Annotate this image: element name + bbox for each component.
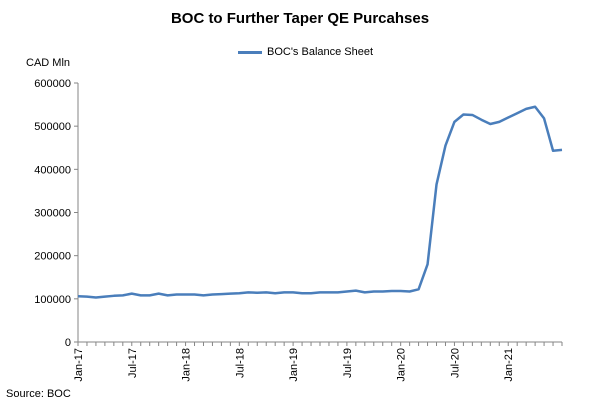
source-note: Source: BOC [6,388,71,400]
legend: BOC's Balance Sheet [238,44,373,60]
y-ticks: 0 100000 200000 300000 400000 500000 600000 [34,78,78,349]
chart-title: BOC to Further Taper QE Purcahses [170,10,430,27]
y-tick-label: 0 [65,337,71,349]
legend-swatch [238,50,262,54]
x-tick-label: Jul-18 [234,348,246,378]
y-tick-label: 600000 [34,78,71,90]
y-axis-label: CAD Mln [26,57,71,69]
y-tick-label: 200000 [34,251,71,263]
x-tick-label: Jan-21 [503,348,515,382]
series-layer [77,105,563,299]
y-tick-label: 500000 [34,121,71,133]
x-ticks: Jan-17 Jul-17 Jan-18 Jul-18 Jan-19 Jul-19 Jan-… [73,342,563,382]
y-tick-label: 300000 [34,208,71,220]
x-tick-label: Jul-17 [127,348,139,378]
x-tick-label: Jan-18 [181,348,193,382]
x-tick-label: Jul-20 [449,348,461,378]
x-tick-label: Jan-20 [396,348,408,382]
x-tick-label: Jan-17 [73,348,85,382]
x-tick-label: Jul-19 [342,348,354,378]
y-tick-label: 400000 [34,164,71,176]
legend-label: BOC's Balance Sheet [267,46,374,58]
series-line [77,105,563,299]
y-tick-label: 100000 [34,294,71,306]
x-tick-label: Jan-19 [288,348,300,382]
